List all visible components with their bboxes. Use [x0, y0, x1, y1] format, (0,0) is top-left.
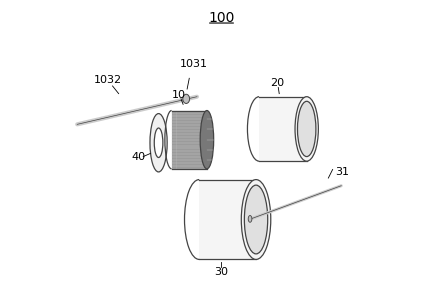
Ellipse shape — [241, 180, 271, 259]
Bar — [199, 180, 256, 259]
Text: 40: 40 — [132, 152, 146, 162]
Ellipse shape — [245, 185, 268, 254]
Ellipse shape — [298, 101, 316, 157]
Bar — [171, 111, 207, 169]
Ellipse shape — [295, 97, 319, 161]
Text: 1031: 1031 — [180, 60, 208, 69]
Ellipse shape — [200, 111, 214, 169]
Text: 10: 10 — [171, 90, 186, 100]
Text: 20: 20 — [270, 78, 284, 88]
Text: 1032: 1032 — [94, 75, 122, 85]
Text: 31: 31 — [335, 167, 349, 177]
Ellipse shape — [154, 128, 163, 157]
Bar — [259, 97, 307, 161]
Ellipse shape — [150, 114, 167, 172]
Ellipse shape — [183, 94, 190, 103]
Ellipse shape — [248, 216, 252, 222]
Text: 30: 30 — [214, 267, 228, 277]
Text: 100: 100 — [208, 11, 235, 25]
